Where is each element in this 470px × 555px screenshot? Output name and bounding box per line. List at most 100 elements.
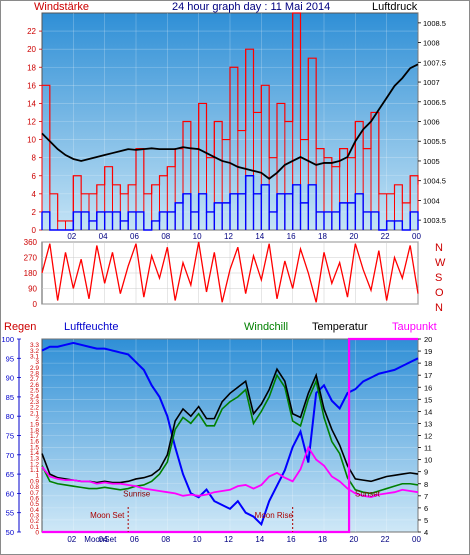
humidity-y-tick-label: 75 <box>6 432 14 441</box>
wind-x-tick-label: 12 <box>224 232 233 241</box>
wind-y-tick-label: 22 <box>27 27 36 36</box>
climate-x-tick-label: 08 <box>161 535 170 544</box>
rain-y-tick-label: 0.1 <box>30 524 39 531</box>
rain-y-tick-label: 1.7 <box>30 433 39 440</box>
compass-label: O <box>435 287 444 299</box>
temp-y-tick-label: 17 <box>424 371 432 380</box>
temp-y-tick-label: 8 <box>424 480 428 489</box>
temp-y-tick-label: 20 <box>424 335 432 344</box>
rain-y-tick-label: 0.7 <box>30 490 39 497</box>
temp-y-tick-label: 19 <box>424 347 432 356</box>
rain-y-tick-label: 2 <box>35 416 39 423</box>
climate-x-tick-label: 16 <box>287 535 296 544</box>
pressure-y-tick-label: 1005.5 <box>423 137 446 146</box>
pressure-y-tick-label: 1006.5 <box>423 98 446 107</box>
climate-x-tick-label: 04 <box>99 535 108 544</box>
pressure-y-tick-label: 1004 <box>423 196 440 205</box>
temp-y-tick-label: 6 <box>424 504 428 513</box>
pressure-y-tick-label: 1008 <box>423 39 440 48</box>
humidity-y-tick-label: 50 <box>6 528 14 537</box>
climate-plot-area <box>41 338 419 533</box>
humidity-label: Luftfeuchte <box>64 321 118 333</box>
humidity-y-tick-label: 95 <box>6 354 14 363</box>
temperature-line <box>41 367 419 484</box>
wind-x-tick-label: 02 <box>67 232 76 241</box>
axes: 0202040406060808101012121414161618182020… <box>1 19 446 544</box>
annotations: Sunrise Sunset Moon Set Moon Rise MoonSet <box>84 489 380 544</box>
wind-x-tick-label: 08 <box>161 232 170 241</box>
wind-x-tick-label: 14 <box>255 232 264 241</box>
humidity-y-tick-label: 90 <box>6 374 14 383</box>
rain-y-tick-label: 1.2 <box>30 461 39 468</box>
wind-y-tick-label: 2 <box>32 208 37 217</box>
rain-y-tick-label: 2.5 <box>30 388 39 395</box>
climate-x-tick-label: 12 <box>224 535 233 544</box>
rain-y-tick-label: 2.6 <box>30 382 39 389</box>
wind-x-tick-label: 10 <box>193 232 202 241</box>
rain-y-tick-label: 1 <box>35 473 39 480</box>
wind-x-tick-label: 04 <box>99 232 108 241</box>
rain-y-tick-label: 2.7 <box>30 376 39 383</box>
rain-y-tick-label: 1.1 <box>30 467 39 474</box>
windchill-line <box>41 373 419 495</box>
direction-y-tick-label: 90 <box>28 285 37 294</box>
dewpoint-label: Taupunkt <box>392 321 437 333</box>
climate-x-tick-label: 18 <box>318 535 327 544</box>
rain-y-tick-label: 1.4 <box>30 450 39 457</box>
temp-y-tick-label: 4 <box>424 528 428 537</box>
sun-event-label: Sunrise <box>123 489 151 498</box>
rain-y-tick-label: 0.3 <box>30 512 39 519</box>
rain-y-tick-label: 0.2 <box>30 518 39 525</box>
wind-y-tick-label: 6 <box>32 172 37 181</box>
humidity-line <box>41 341 419 527</box>
rain-line <box>42 337 418 534</box>
humidity-y-tick-label: 65 <box>6 470 14 479</box>
wind-x-tick-label: 18 <box>318 232 327 241</box>
moon-axis-label: MoonSet <box>84 535 117 544</box>
rain-y-tick-label: 1.9 <box>30 422 39 429</box>
chart-title: 24 hour graph day : 11 Mai 2014 <box>172 1 330 13</box>
temp-y-tick-label: 18 <box>424 359 432 368</box>
temperature-label: Temperatur <box>312 321 368 333</box>
compass-label: S <box>435 272 442 284</box>
direction-y-tick-label: 0 <box>33 300 38 309</box>
humidity-y-tick-label: 100 <box>1 335 14 344</box>
rain-y-tick-label: 1.3 <box>30 456 39 463</box>
rain-y-tick-label: 0.9 <box>30 478 39 485</box>
wind-y-tick-label: 12 <box>27 118 36 127</box>
climate-x-tick-label: 02 <box>67 535 76 544</box>
rain-y-tick-label: 3.1 <box>30 354 39 361</box>
direction-y-tick-label: 180 <box>24 269 38 278</box>
rain-y-tick-label: 0.5 <box>30 501 39 508</box>
temp-y-tick-label: 11 <box>424 444 432 453</box>
direction-y-tick-label: 270 <box>24 254 38 263</box>
compass-label: W <box>435 257 446 269</box>
rain-label: Regen <box>4 321 36 333</box>
humidity-y-tick-label: 60 <box>6 489 14 498</box>
rain-y-tick-label: 2.3 <box>30 399 39 406</box>
wind-x-tick-label: 22 <box>381 232 390 241</box>
humidity-y-tick-label: 55 <box>6 509 14 518</box>
climate-x-tick-label: 20 <box>349 535 358 544</box>
pressure-line <box>41 63 419 180</box>
pressure-y-tick-label: 1006 <box>423 118 440 127</box>
wind-y-tick-label: 20 <box>27 45 36 54</box>
climate-x-tick-label: 00 <box>412 535 421 544</box>
rain-y-tick-label: 0.4 <box>30 507 39 514</box>
wind-x-tick-label: 16 <box>287 232 296 241</box>
temp-y-tick-label: 9 <box>424 468 428 477</box>
humidity-y-tick-label: 85 <box>6 393 14 402</box>
rain-y-tick-label: 2.8 <box>30 371 39 378</box>
temp-y-tick-label: 13 <box>424 419 432 428</box>
compass-label: N <box>435 302 443 314</box>
rain-y-tick-label: 0.8 <box>30 484 39 491</box>
pressure-y-tick-label: 1004.5 <box>423 177 446 186</box>
climate-x-tick-label: 10 <box>193 535 202 544</box>
wind-x-tick-label: 06 <box>130 232 139 241</box>
pressure-y-tick-label: 1007 <box>423 78 440 87</box>
wind-y-tick-label: 16 <box>27 81 36 90</box>
rain-y-tick-label: 2.1 <box>30 410 39 417</box>
sun-event-label: Sunset <box>355 489 381 498</box>
dewpoint-line <box>41 445 419 498</box>
rain-y-tick-label: 2.9 <box>30 365 39 372</box>
